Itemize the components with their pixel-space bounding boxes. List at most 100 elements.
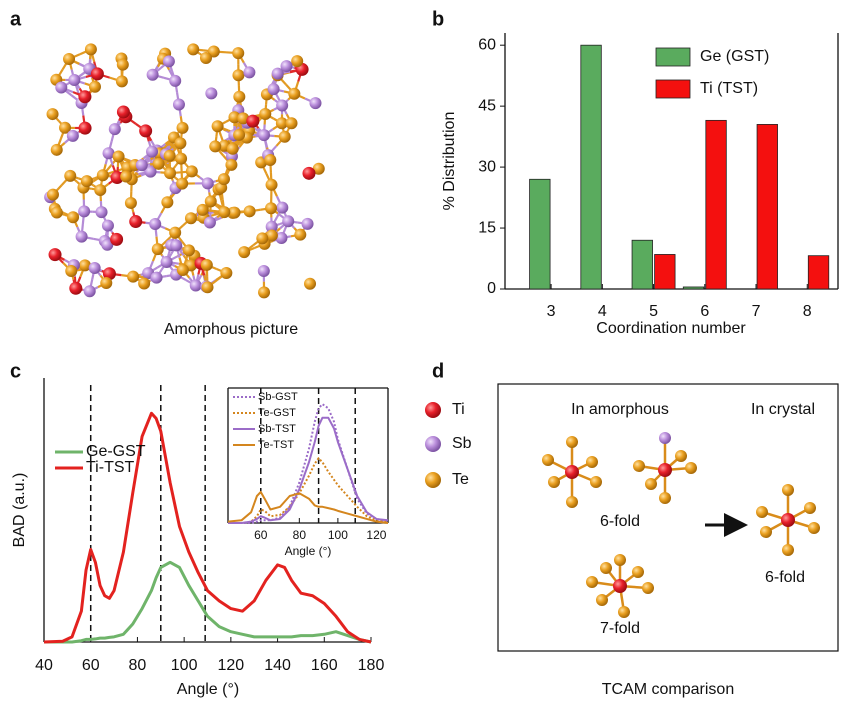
x-tick-label: 120 bbox=[218, 657, 245, 674]
atom bbox=[220, 267, 232, 279]
atom bbox=[185, 212, 197, 224]
legend-label: Te-TST bbox=[258, 439, 294, 451]
atom bbox=[47, 189, 59, 201]
atom bbox=[282, 215, 294, 227]
atom bbox=[84, 285, 96, 297]
x-tick-label: 140 bbox=[264, 657, 291, 674]
legend-label: Ge (GST) bbox=[700, 48, 769, 65]
atom bbox=[632, 566, 644, 578]
bar bbox=[632, 240, 652, 289]
diagram-header: In amorphous bbox=[571, 401, 669, 418]
y-tick-label: 60 bbox=[478, 36, 496, 53]
atom bbox=[51, 144, 63, 156]
x-tick-label: 3 bbox=[547, 303, 556, 320]
atom bbox=[173, 99, 185, 111]
x-tick-label: 80 bbox=[129, 657, 147, 674]
x-tick-label: 7 bbox=[752, 303, 761, 320]
atom bbox=[109, 123, 121, 135]
atom bbox=[276, 202, 288, 214]
atom bbox=[302, 167, 315, 180]
atom bbox=[258, 286, 270, 298]
atom bbox=[139, 124, 152, 137]
atom bbox=[218, 206, 230, 218]
legend-label: Te-GST bbox=[258, 407, 296, 419]
molecules bbox=[542, 432, 820, 618]
caption: TCAM comparison bbox=[602, 681, 734, 698]
atom bbox=[202, 281, 214, 293]
atom bbox=[186, 165, 198, 177]
atom bbox=[542, 454, 554, 466]
atom bbox=[566, 436, 578, 448]
atom bbox=[91, 67, 104, 80]
legend-swatch bbox=[656, 48, 690, 66]
atom bbox=[117, 59, 129, 71]
fold-label: 6-fold bbox=[600, 513, 640, 530]
atom bbox=[760, 526, 772, 538]
atom bbox=[276, 100, 288, 112]
atom bbox=[266, 179, 278, 191]
atom bbox=[49, 248, 62, 261]
atom bbox=[227, 143, 239, 155]
atom bbox=[175, 153, 187, 165]
panel-label: c bbox=[10, 360, 21, 382]
atom bbox=[136, 159, 148, 171]
legend-label: Ti-TST bbox=[86, 459, 135, 476]
atom bbox=[127, 271, 139, 283]
caption: Amorphous picture bbox=[164, 321, 298, 338]
atom bbox=[116, 75, 128, 87]
atom bbox=[174, 137, 186, 149]
atom bbox=[614, 554, 626, 566]
data-line bbox=[228, 458, 388, 523]
atom bbox=[85, 43, 97, 55]
bar bbox=[683, 287, 703, 289]
atom bbox=[55, 82, 67, 94]
atom bbox=[659, 432, 671, 444]
atom bbox=[89, 81, 101, 93]
x-tick-label: 6 bbox=[700, 303, 709, 320]
atom bbox=[65, 265, 77, 277]
atom bbox=[218, 173, 230, 185]
atom bbox=[96, 206, 108, 218]
atom bbox=[202, 177, 214, 189]
atom bbox=[264, 154, 276, 166]
atom bbox=[566, 496, 578, 508]
atom bbox=[212, 120, 224, 132]
atom bbox=[781, 513, 795, 527]
atom bbox=[67, 130, 79, 142]
x-tick-label: 60 bbox=[254, 528, 268, 542]
x-tick-label: 5 bbox=[649, 303, 658, 320]
x-tick-label: 100 bbox=[328, 528, 348, 542]
bar bbox=[581, 45, 601, 289]
atom bbox=[304, 278, 316, 290]
atom bbox=[279, 131, 291, 143]
atom bbox=[176, 178, 188, 190]
x-axis-label: Angle (°) bbox=[177, 681, 239, 698]
atom bbox=[205, 87, 217, 99]
atom bbox=[243, 66, 255, 78]
atom bbox=[782, 544, 794, 556]
atom bbox=[177, 264, 189, 276]
atom bbox=[67, 211, 79, 223]
atom bbox=[565, 465, 579, 479]
atom bbox=[233, 129, 245, 141]
fold-label: 7-fold bbox=[600, 620, 640, 637]
atom bbox=[164, 150, 176, 162]
atom bbox=[197, 204, 209, 216]
atom bbox=[187, 43, 199, 55]
atom bbox=[244, 205, 256, 217]
atom bbox=[147, 69, 159, 81]
atom bbox=[153, 158, 165, 170]
atom bbox=[548, 476, 560, 488]
atom bbox=[756, 506, 768, 518]
atom bbox=[658, 463, 672, 477]
legend-label: Ti (TST) bbox=[700, 80, 758, 97]
legend-atom bbox=[425, 436, 441, 452]
atom bbox=[232, 47, 244, 59]
atom bbox=[642, 582, 654, 594]
atom bbox=[200, 52, 212, 64]
atom bbox=[256, 232, 268, 244]
atom bbox=[149, 218, 161, 230]
legend-label: Ti bbox=[452, 401, 465, 418]
atom bbox=[294, 229, 306, 241]
atom bbox=[302, 218, 314, 230]
